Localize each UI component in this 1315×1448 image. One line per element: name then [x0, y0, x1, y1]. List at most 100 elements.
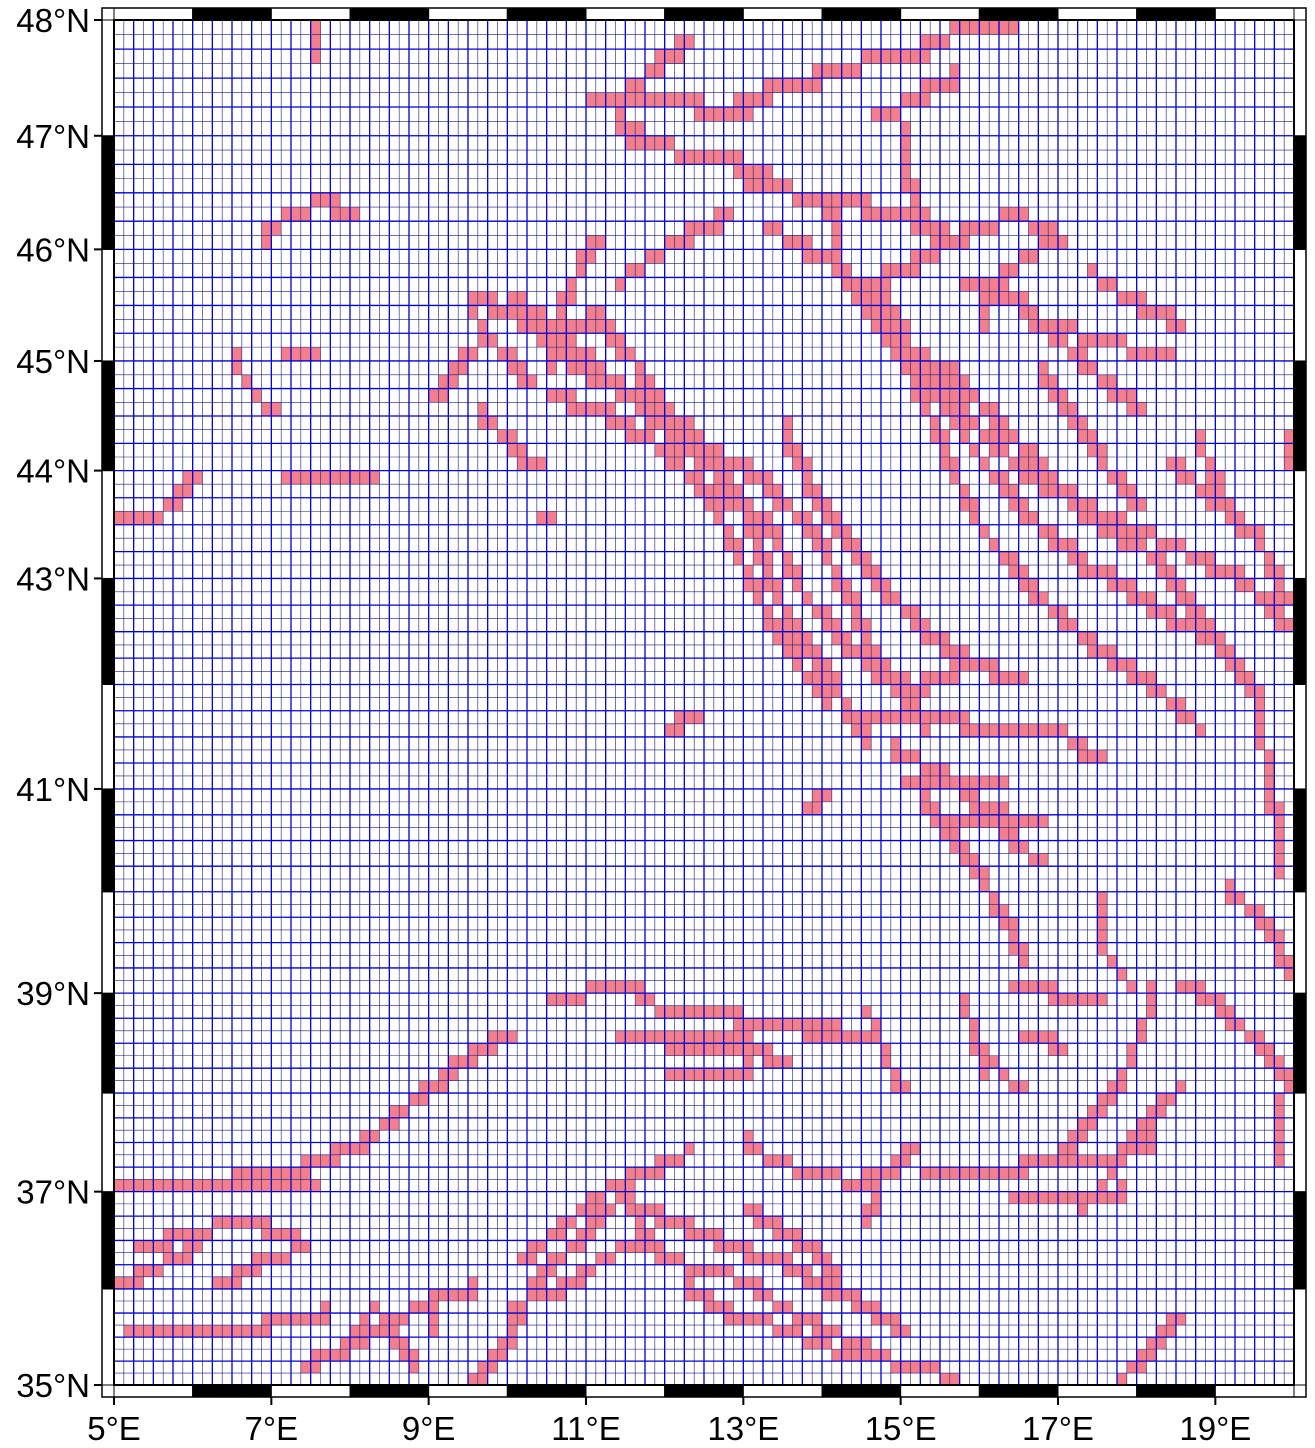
highlight-cell: [517, 1313, 527, 1325]
highlight-cell: [753, 471, 763, 485]
highlight-cell: [429, 389, 439, 403]
highlight-cell: [448, 1068, 458, 1080]
x-tick-label: 5°E: [87, 1410, 141, 1447]
highlight-cell: [881, 292, 891, 306]
highlight-cell: [960, 484, 970, 498]
highlight-cell: [458, 1289, 468, 1301]
frame-segment: [507, 8, 586, 20]
highlight-cell: [1137, 525, 1147, 539]
highlight-cell: [940, 221, 950, 235]
highlight-cell: [773, 221, 783, 235]
highlight-cell: [1176, 981, 1186, 994]
highlight-cell: [537, 1265, 547, 1277]
highlight-cell: [714, 1068, 724, 1080]
highlight-cell: [586, 375, 596, 389]
highlight-cell: [468, 1056, 478, 1069]
frame-segment: [1215, 1385, 1294, 1397]
highlight-cell: [1107, 1081, 1117, 1093]
highlight-cell: [1166, 605, 1176, 618]
highlight-cell: [871, 1349, 881, 1361]
highlight-cell: [321, 193, 331, 207]
highlight-cell: [281, 1313, 291, 1325]
highlight-cell: [714, 484, 724, 498]
highlight-cell: [999, 776, 1009, 789]
highlight-cell: [222, 1179, 232, 1191]
highlight-cell: [901, 750, 911, 763]
highlight-cell: [960, 221, 970, 235]
highlight-cell: [291, 347, 301, 361]
highlight-cell: [920, 802, 930, 815]
highlight-cell: [1137, 1018, 1147, 1030]
frame-segment: [429, 8, 508, 20]
highlight-cell: [999, 207, 1009, 221]
highlight-cell: [1117, 968, 1127, 981]
highlight-cell: [1166, 1313, 1176, 1325]
highlight-cell: [950, 375, 960, 389]
highlight-cell: [822, 685, 832, 698]
highlight-cell: [1166, 457, 1176, 471]
highlight-cell: [1058, 389, 1068, 403]
highlight-cell: [999, 815, 1009, 828]
frame-segment: [1294, 1093, 1306, 1192]
highlight-cell: [822, 249, 832, 263]
highlight-cell: [940, 632, 950, 645]
highlight-cell: [960, 1006, 970, 1019]
highlight-cell: [783, 498, 793, 512]
highlight-cell: [448, 1056, 458, 1069]
highlight-cell: [301, 207, 311, 221]
highlight-cell: [891, 333, 901, 347]
highlight-cell: [1038, 484, 1048, 498]
highlight-cell: [881, 333, 891, 347]
highlight-cell: [311, 20, 321, 35]
highlight-cell: [901, 93, 911, 107]
highlight-cell: [665, 443, 675, 457]
highlight-cell: [1097, 905, 1107, 918]
highlight-cell: [1265, 802, 1275, 815]
highlight-cell: [753, 1289, 763, 1301]
highlight-cell: [419, 1081, 429, 1093]
highlight-cell: [1186, 592, 1196, 605]
highlight-cell: [911, 347, 921, 361]
highlight-cell: [1019, 815, 1029, 828]
highlight-cell: [881, 578, 891, 591]
highlight-cell: [979, 1043, 989, 1056]
highlight-cell: [1196, 443, 1206, 457]
highlight-cell: [1078, 737, 1088, 750]
highlight-cell: [753, 1018, 763, 1030]
highlight-cell: [665, 402, 675, 416]
highlight-cell: [911, 711, 921, 724]
highlight-cell: [566, 278, 576, 292]
highlight-cell: [370, 1130, 380, 1142]
highlight-cell: [911, 1143, 921, 1155]
highlight-cell: [1127, 525, 1137, 539]
highlight-cell: [812, 484, 822, 498]
highlight-cell: [1284, 1068, 1294, 1080]
highlight-cell: [891, 347, 901, 361]
highlight-cell: [773, 1253, 783, 1265]
highlight-cell: [1048, 1192, 1058, 1204]
highlight-cell: [1038, 1031, 1048, 1044]
highlight-cell: [586, 361, 596, 375]
highlight-cell: [773, 1056, 783, 1069]
highlight-cell: [979, 278, 989, 292]
highlight-cell: [979, 430, 989, 444]
highlight-cell: [901, 671, 911, 684]
highlight-cell: [527, 1277, 537, 1289]
highlight-cell: [606, 1253, 616, 1265]
highlight-cell: [950, 416, 960, 430]
highlight-cell: [970, 1031, 980, 1044]
highlight-cell: [812, 78, 822, 93]
highlight-cell: [566, 1277, 576, 1289]
highlight-cell: [989, 671, 999, 684]
highlight-cell: [734, 1018, 744, 1030]
highlight-cell: [724, 1006, 734, 1019]
highlight-cell: [950, 658, 960, 671]
highlight-cell: [832, 511, 842, 525]
highlight-cell: [920, 93, 930, 107]
highlight-cell: [271, 1167, 281, 1179]
highlight-cell: [950, 1373, 960, 1385]
highlight-cell: [1156, 305, 1166, 319]
highlight-cell: [773, 1216, 783, 1228]
highlight-cell: [911, 750, 921, 763]
highlight-cell: [370, 471, 380, 485]
